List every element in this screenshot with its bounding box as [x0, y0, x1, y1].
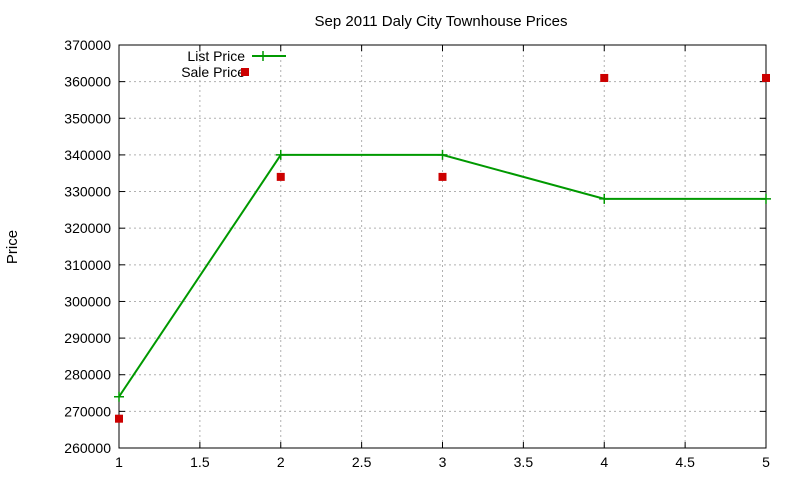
grid: [119, 45, 766, 448]
y-axis-label: Price: [4, 230, 21, 264]
legend-marker: [241, 68, 249, 76]
y-tick-label: 280000: [64, 367, 111, 383]
y-tick-label: 290000: [64, 330, 111, 346]
legend-marker: [258, 51, 268, 61]
y-tick-label: 300000: [64, 293, 111, 309]
x-tick-label: 3: [439, 454, 447, 470]
data-point: [600, 73, 609, 82]
x-tick-label: 2.5: [352, 454, 372, 470]
legend-label: List Price: [187, 48, 245, 64]
y-tick-label: 350000: [64, 110, 111, 126]
data-point: [115, 414, 123, 423]
x-tick-label: 4: [600, 454, 608, 470]
data-point: [275, 149, 286, 160]
series-sale-price: [115, 73, 770, 423]
x-tick-label: 5: [762, 454, 770, 470]
plot-frame: [118, 44, 767, 449]
data-point: [437, 149, 448, 160]
x-tick-label: 2: [277, 454, 285, 470]
data-point: [599, 193, 610, 204]
data-point: [276, 172, 285, 181]
x-tick-label: 3.5: [514, 454, 534, 470]
y-tick-label: 370000: [64, 37, 111, 53]
series-list-price: [114, 149, 771, 402]
data-point: [762, 73, 770, 82]
data-point: [114, 391, 124, 402]
y-tick-label: 260000: [64, 440, 111, 456]
series-layer: [114, 73, 771, 423]
data-point: [438, 172, 447, 181]
x-tick-label: 4.5: [675, 454, 695, 470]
y-tick-label: 270000: [64, 403, 111, 419]
chart-title: Sep 2011 Daly City Townhouse Prices: [315, 13, 568, 30]
y-tick-label: 310000: [64, 257, 111, 273]
y-tick-label: 330000: [64, 184, 111, 200]
y-tick-label: 320000: [64, 220, 111, 236]
x-tick-label: 1.5: [190, 454, 210, 470]
legend-label: Sale Price: [181, 64, 245, 80]
y-tick-label: 340000: [64, 147, 111, 163]
y-tick-label: 360000: [64, 74, 111, 90]
data-point: [761, 193, 771, 204]
x-tick-label: 1: [115, 454, 123, 470]
axis-ticks: 260000 270000 280000 290000 300000 310000 3200…: [64, 37, 770, 470]
